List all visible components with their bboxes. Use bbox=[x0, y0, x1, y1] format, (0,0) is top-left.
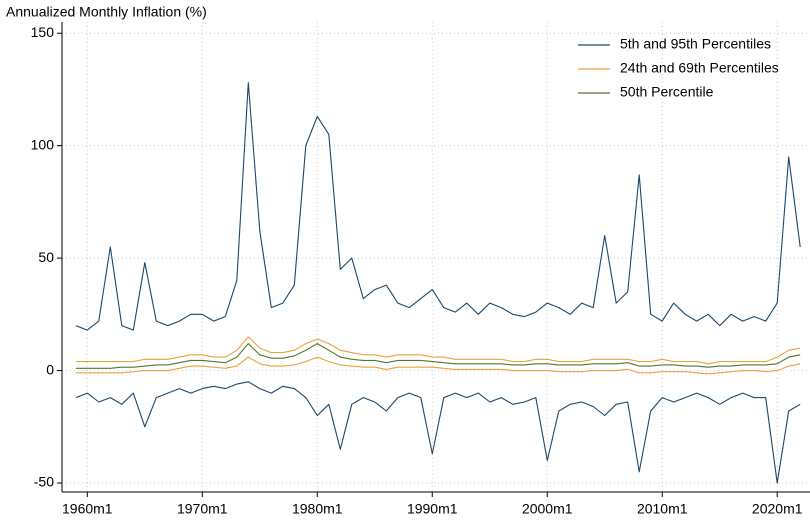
legend-label: 24th and 69th Percentiles bbox=[620, 60, 779, 76]
x-tick-label: 2020m1 bbox=[752, 501, 803, 517]
y-tick-label: 0 bbox=[46, 361, 54, 377]
series-line bbox=[75, 356, 801, 375]
x-tick-label: 2010m1 bbox=[637, 501, 688, 517]
y-tick-label: 50 bbox=[38, 249, 54, 265]
y-axis-title: Annualized Monthly Inflation (%) bbox=[6, 4, 207, 20]
legend-label: 5th and 95th Percentiles bbox=[620, 36, 771, 52]
y-tick-label: 100 bbox=[31, 136, 55, 152]
series-line bbox=[75, 82, 801, 331]
series-line bbox=[75, 336, 801, 365]
y-tick-label: 150 bbox=[31, 24, 55, 40]
x-tick-label: 2000m1 bbox=[522, 501, 573, 517]
x-tick-label: 1970m1 bbox=[177, 501, 228, 517]
legend-label: 50th Percentile bbox=[620, 84, 714, 100]
series-line bbox=[75, 381, 801, 484]
x-tick-label: 1960m1 bbox=[62, 501, 113, 517]
series-line bbox=[75, 343, 801, 369]
x-tick-label: 1980m1 bbox=[292, 501, 343, 517]
y-tick-label: -50 bbox=[34, 474, 54, 490]
x-tick-label: 1990m1 bbox=[407, 501, 458, 517]
